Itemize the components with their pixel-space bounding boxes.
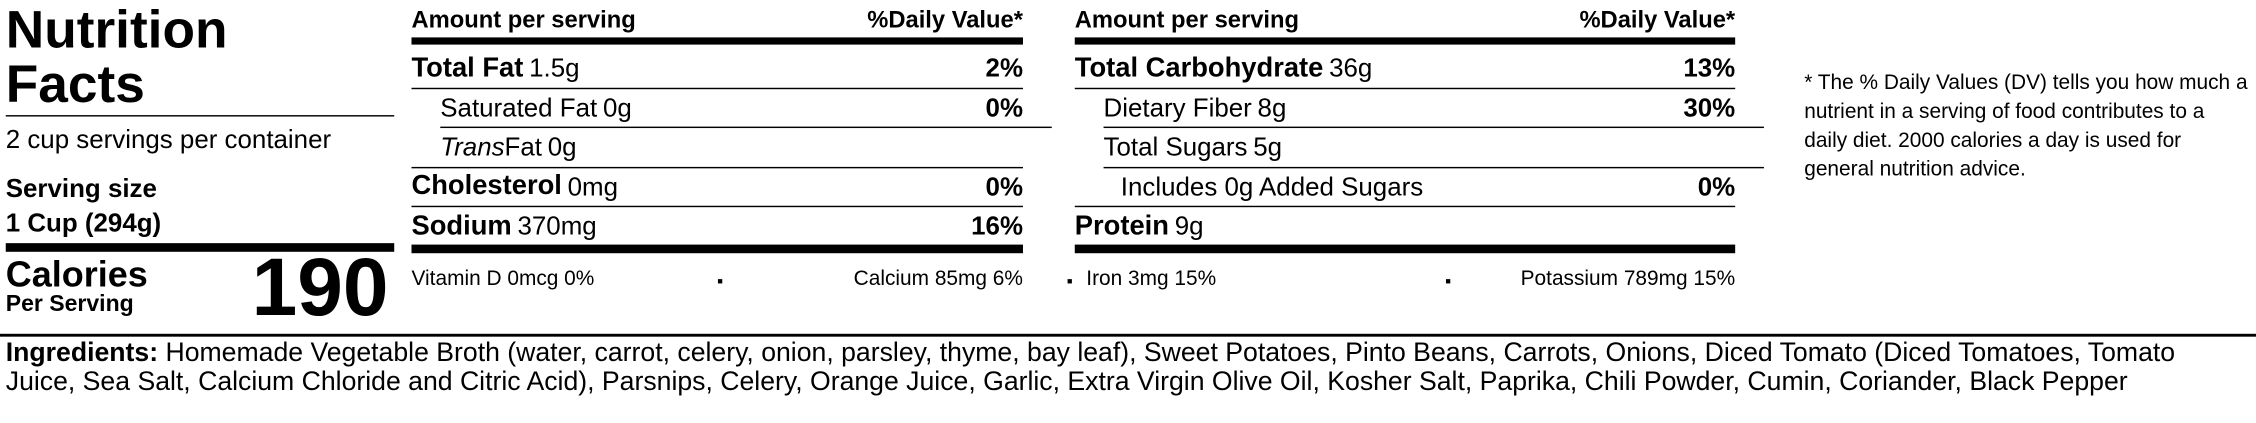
nutrient-amount: 0mg [567,172,619,202]
divider [5,243,395,252]
serving-size-value: 1 Cup (294g) [5,208,162,238]
daily-value: 13% [1683,53,1736,83]
bullet [1445,279,1451,284]
row-divider [1103,166,1764,168]
row-divider [440,126,1052,129]
ingredients-text: Homemade Vegetable Broth (water, carrot,… [5,336,2176,396]
nutrient-row: Total Sugars 5g [1075,128,1735,168]
divider [1074,37,1736,45]
nutrient-amount: 370mg [517,211,597,241]
nutrient-row: Total Carbohydrate 36g 13% [1075,49,1735,89]
title: Nutrition Facts [5,0,228,114]
nutrient-name: Total Fat [411,52,524,84]
header-daily-value: %Daily Value* [867,7,1023,34]
nutrient-amount: 8g [1257,93,1287,122]
bullet [1067,279,1072,284]
nutrient-amount: 5g [1253,132,1283,162]
divider [1074,243,1736,253]
nutrient-name: Cholesterol [411,171,562,202]
divider [411,243,1023,253]
daily-value: 0% [1697,172,1736,202]
nutrient-amount: 0g [547,132,577,162]
row-divider [411,166,1023,168]
nutrient-name: Saturated Fat [440,93,598,122]
nutrient-row: Trans Fat 0g [411,128,1022,168]
daily-value: 30% [1683,93,1736,122]
calories-value: 190 [251,241,389,334]
nutrient-name: Total Carbohydrate [1074,52,1324,84]
nutrient-amount: 9g [1174,211,1204,241]
header-amount: Amount per serving [411,7,636,34]
vitamin: Vitamin D 0mcg 0% [411,267,595,291]
divider [0,333,2256,337]
row-divider [411,87,1023,89]
vitamin: Calcium 85mg 6% [853,267,1023,291]
daily-value: 0% [985,93,1023,122]
divider [5,115,395,117]
daily-value: 2% [985,53,1023,83]
serving-size-label: Serving size [5,174,157,203]
bullet [717,279,723,284]
nutrient-row: Sodium 370mg 16% [411,207,1022,247]
calories-label: Calories [5,254,148,295]
servings-per-container: 2 cup servings per container [5,125,332,154]
row-divider [1074,205,1736,208]
nutrient-row: Saturated Fat 0g 0% [411,88,1023,128]
header-daily-value: %Daily Value* [1579,7,1736,34]
nutrient-name: Dietary Fiber [1103,93,1252,122]
row-divider [411,205,1023,208]
divider [411,37,1023,45]
nutrient-amount: 1.5g [529,53,580,83]
ingredients: Ingredients: Homemade Vegetable Broth (w… [5,336,2250,396]
vitamin: Iron 3mg 15% [1086,267,1217,291]
row-divider [1074,87,1736,89]
row-divider [1103,126,1764,129]
nutrient-row: Includes 0g Added Sugars 0% [1075,168,1735,208]
nutrient-row: Protein 9g [1075,207,1735,247]
daily-value: 0% [985,172,1023,202]
vitamin: Potassium 789mg 15% [1520,267,1736,291]
nutrient-row: Total Fat 1.5g 2% [411,49,1022,89]
footnote: * The % Daily Values (DV) tells you how … [1804,71,2248,182]
nutrient-row: Dietary Fiber 8g 30% [1075,88,1736,128]
nutrient-name: Total Sugars [1103,132,1248,162]
nutrient-name: Fat [504,132,542,162]
nutrient-name: Includes 0g Added Sugars [1120,172,1424,202]
nutrient-name-italic: Trans [440,132,505,162]
daily-value: 16% [971,211,1023,241]
nutrient-amount: 0g [602,93,632,122]
ingredients-label: Ingredients: [5,336,159,367]
nutrient-name: Sodium [411,211,512,242]
nutrient-name: Protein [1074,211,1169,242]
nutrient-row: Cholesterol 0mg 0% [411,168,1022,208]
header-amount: Amount per serving [1074,7,1300,34]
nutrient-amount: 36g [1329,53,1373,83]
calories-sublabel: Per Serving [5,292,134,317]
